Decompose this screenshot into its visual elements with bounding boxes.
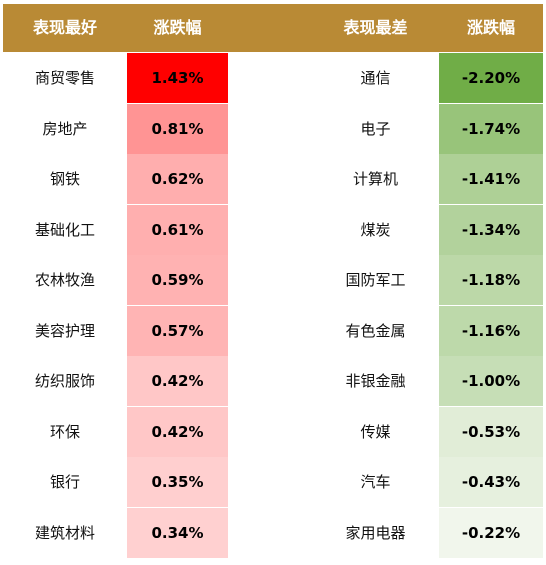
best-sector-change: 0.57% (127, 305, 228, 356)
best-sector-change: 1.43% (127, 53, 228, 103)
worst-sector-name: 煤炭 (360, 220, 391, 239)
best-header-label: 表现最好 (32, 18, 97, 37)
best-sector-name: 商贸零售 (34, 69, 95, 87)
worst-sector-change: -1.18% (439, 255, 543, 305)
best-sector-name: 钢铁 (49, 170, 80, 188)
best-sector-change: 0.62% (127, 154, 228, 204)
worst-sector-name: 有色金属 (345, 321, 406, 340)
best-sector-change: 0.61% (127, 204, 228, 255)
worst-sector-change: -0.43% (439, 457, 543, 507)
best-sector-name: 银行 (49, 473, 80, 491)
best-change-header: 涨跌幅 (153, 18, 202, 37)
table-header (3, 4, 543, 52)
worst-sector-name: 传媒 (360, 422, 391, 441)
worst-change-header: 涨跌幅 (466, 18, 515, 37)
worst-sector-name: 家用电器 (345, 523, 406, 542)
worst-sector-change: -2.20% (439, 53, 543, 103)
worst-sector-change: -1.41% (439, 154, 543, 204)
best-sector-change: 0.42% (127, 356, 228, 406)
best-sector-change: 0.81% (127, 103, 228, 154)
best-sector-name: 农林牧渔 (34, 271, 95, 289)
best-sector-change: 0.59% (127, 255, 228, 305)
worst-sector-name: 通信 (360, 69, 391, 87)
worst-sector-change: -0.22% (439, 507, 543, 558)
worst-sector-change: -1.74% (439, 103, 543, 154)
best-sector-change: 0.35% (127, 457, 228, 507)
best-sector-name: 环保 (49, 422, 80, 441)
best-sector-name: 纺织服饰 (34, 372, 95, 390)
best-sector-change: 0.42% (127, 406, 228, 457)
best-sector-change: 0.34% (127, 507, 228, 558)
best-sector-name: 房地产 (42, 119, 88, 138)
worst-sector-name: 国防军工 (345, 271, 406, 289)
worst-sector-name: 电子 (360, 119, 391, 138)
worst-sector-change: -1.16% (439, 305, 543, 356)
best-sector-name: 基础化工 (34, 220, 95, 239)
worst-sector-change: -1.00% (439, 356, 543, 406)
worst-header-label: 表现最差 (343, 18, 408, 37)
best-sector-name: 美容护理 (34, 321, 95, 340)
worst-sector-name: 汽车 (360, 473, 391, 491)
worst-sector-name: 非银金融 (345, 372, 406, 390)
worst-sector-name: 计算机 (352, 170, 398, 188)
best-sector-name: 建筑材料 (34, 523, 95, 542)
worst-sector-change: -1.34% (439, 204, 543, 255)
worst-sector-change: -0.53% (439, 406, 543, 457)
